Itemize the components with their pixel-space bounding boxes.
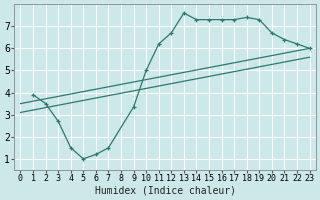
X-axis label: Humidex (Indice chaleur): Humidex (Indice chaleur) [94, 186, 236, 196]
